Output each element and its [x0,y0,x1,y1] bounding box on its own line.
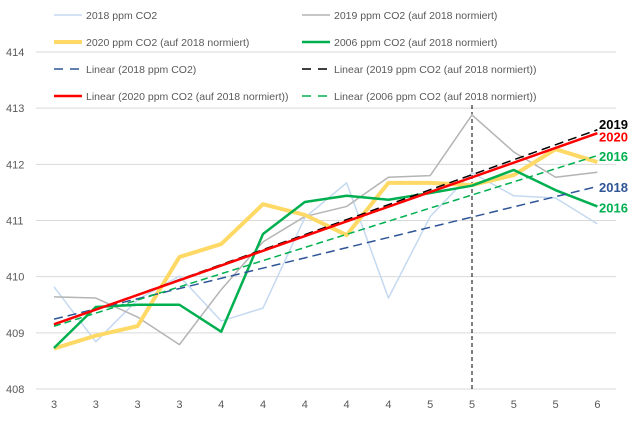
y-tick-label: 410 [6,272,24,284]
legend-label: 2019 ppm CO2 (auf 2018 normiert) [334,10,497,22]
y-tick-label: 413 [6,103,24,115]
y-tick-label: 411 [6,216,24,228]
x-tick-label: 3 [93,399,99,411]
x-tick-label: 5 [469,399,475,411]
x-tick-label: 4 [385,399,391,411]
x-tick-label: 4 [344,399,350,411]
legend-label: 2018 ppm CO2 [86,10,157,22]
x-tick-label: 4 [302,399,308,411]
legend-label: Linear (2019 ppm CO2 (auf 2018 normiert)… [334,64,537,76]
x-tick-label: 5 [427,399,433,411]
series-line-0 [53,172,598,343]
y-tick-label: 408 [6,384,24,396]
x-tick-label: 6 [594,399,600,411]
x-tick-label: 5 [553,399,559,411]
annotation-label: 2016 [599,149,628,164]
trendline-2 [53,132,598,326]
x-tick-label: 3 [51,399,57,411]
legend-label: 2020 ppm CO2 (auf 2018 normiert) [86,37,249,49]
x-tick-label: 3 [135,399,141,411]
x-tick-label: 4 [218,399,224,411]
y-tick-label: 414 [6,47,24,59]
series-line-3 [53,168,598,349]
legend-label: 2006 ppm CO2 (auf 2018 normiert) [334,37,497,49]
y-tick-label: 409 [6,328,24,340]
series-line-2 [53,147,598,351]
series-line-1 [53,114,598,346]
trendline-1 [53,129,598,326]
annotation-label: 2018 [599,180,628,195]
x-tick-label: 3 [176,399,182,411]
legend-label: Linear (2020 ppm CO2 (auf 2018 normiert)… [86,91,289,103]
legend-label: Linear (2006 ppm CO2 (auf 2018 normiert)… [334,91,537,103]
annotation-label: 2020 [599,129,628,144]
trendline-0 [53,185,598,320]
y-tick-label: 412 [6,159,24,171]
x-tick-label: 4 [260,399,266,411]
annotation-label: 2016 [599,201,628,216]
trendline-3 [53,154,598,327]
legend-label: Linear (2018 ppm CO2) [86,64,196,76]
annotation-label: 2019 [599,117,628,132]
x-tick-label: 5 [511,399,517,411]
